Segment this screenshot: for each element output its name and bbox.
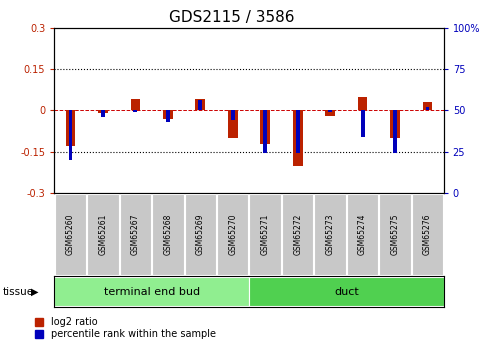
Text: GSM65272: GSM65272	[293, 214, 302, 255]
Bar	[66, 110, 75, 146]
Legend: log2 ratio, percentile rank within the sample: log2 ratio, percentile rank within the s…	[35, 316, 217, 340]
FancyBboxPatch shape	[184, 194, 216, 275]
FancyBboxPatch shape	[55, 194, 86, 275]
Text: GSM65269: GSM65269	[196, 214, 205, 255]
Bar	[358, 97, 367, 110]
Bar	[228, 110, 238, 138]
Bar	[198, 100, 202, 110]
FancyBboxPatch shape	[249, 194, 281, 275]
Bar	[98, 110, 108, 113]
Bar	[296, 110, 300, 154]
Bar	[423, 102, 432, 110]
FancyBboxPatch shape	[315, 194, 346, 275]
Text: GDS2115 / 3586: GDS2115 / 3586	[169, 10, 294, 25]
FancyBboxPatch shape	[217, 194, 248, 275]
Text: tissue: tissue	[2, 287, 34, 296]
FancyBboxPatch shape	[249, 277, 444, 306]
Text: GSM65274: GSM65274	[358, 214, 367, 255]
FancyBboxPatch shape	[54, 277, 249, 306]
Bar	[425, 107, 429, 110]
Bar	[260, 110, 270, 144]
Text: GSM65261: GSM65261	[99, 214, 107, 255]
Bar	[101, 110, 105, 117]
Text: GSM65260: GSM65260	[66, 214, 75, 255]
Bar	[195, 99, 205, 110]
Bar	[69, 110, 72, 160]
Text: GSM65270: GSM65270	[228, 214, 237, 255]
FancyBboxPatch shape	[282, 194, 314, 275]
Bar	[393, 110, 397, 154]
FancyBboxPatch shape	[120, 194, 151, 275]
FancyBboxPatch shape	[412, 194, 443, 275]
Bar	[263, 110, 267, 154]
Bar	[293, 110, 303, 166]
Text: GSM65268: GSM65268	[163, 214, 173, 255]
FancyBboxPatch shape	[379, 194, 411, 275]
Text: GSM65275: GSM65275	[390, 214, 399, 255]
FancyBboxPatch shape	[152, 194, 183, 275]
Bar	[231, 110, 235, 120]
Bar	[328, 110, 332, 112]
Bar	[163, 110, 173, 119]
FancyBboxPatch shape	[347, 194, 378, 275]
Text: GSM65276: GSM65276	[423, 214, 432, 255]
Bar	[390, 110, 400, 138]
Bar	[360, 110, 364, 137]
Bar	[134, 110, 138, 112]
Bar	[166, 110, 170, 122]
Bar	[325, 110, 335, 116]
Text: terminal end bud: terminal end bud	[104, 287, 200, 296]
Text: GSM65271: GSM65271	[261, 214, 270, 255]
Bar	[131, 99, 140, 110]
Text: GSM65273: GSM65273	[325, 214, 335, 255]
FancyBboxPatch shape	[87, 194, 119, 275]
Text: GSM65267: GSM65267	[131, 214, 140, 255]
Text: duct: duct	[334, 287, 359, 296]
Text: ▶: ▶	[31, 287, 38, 296]
